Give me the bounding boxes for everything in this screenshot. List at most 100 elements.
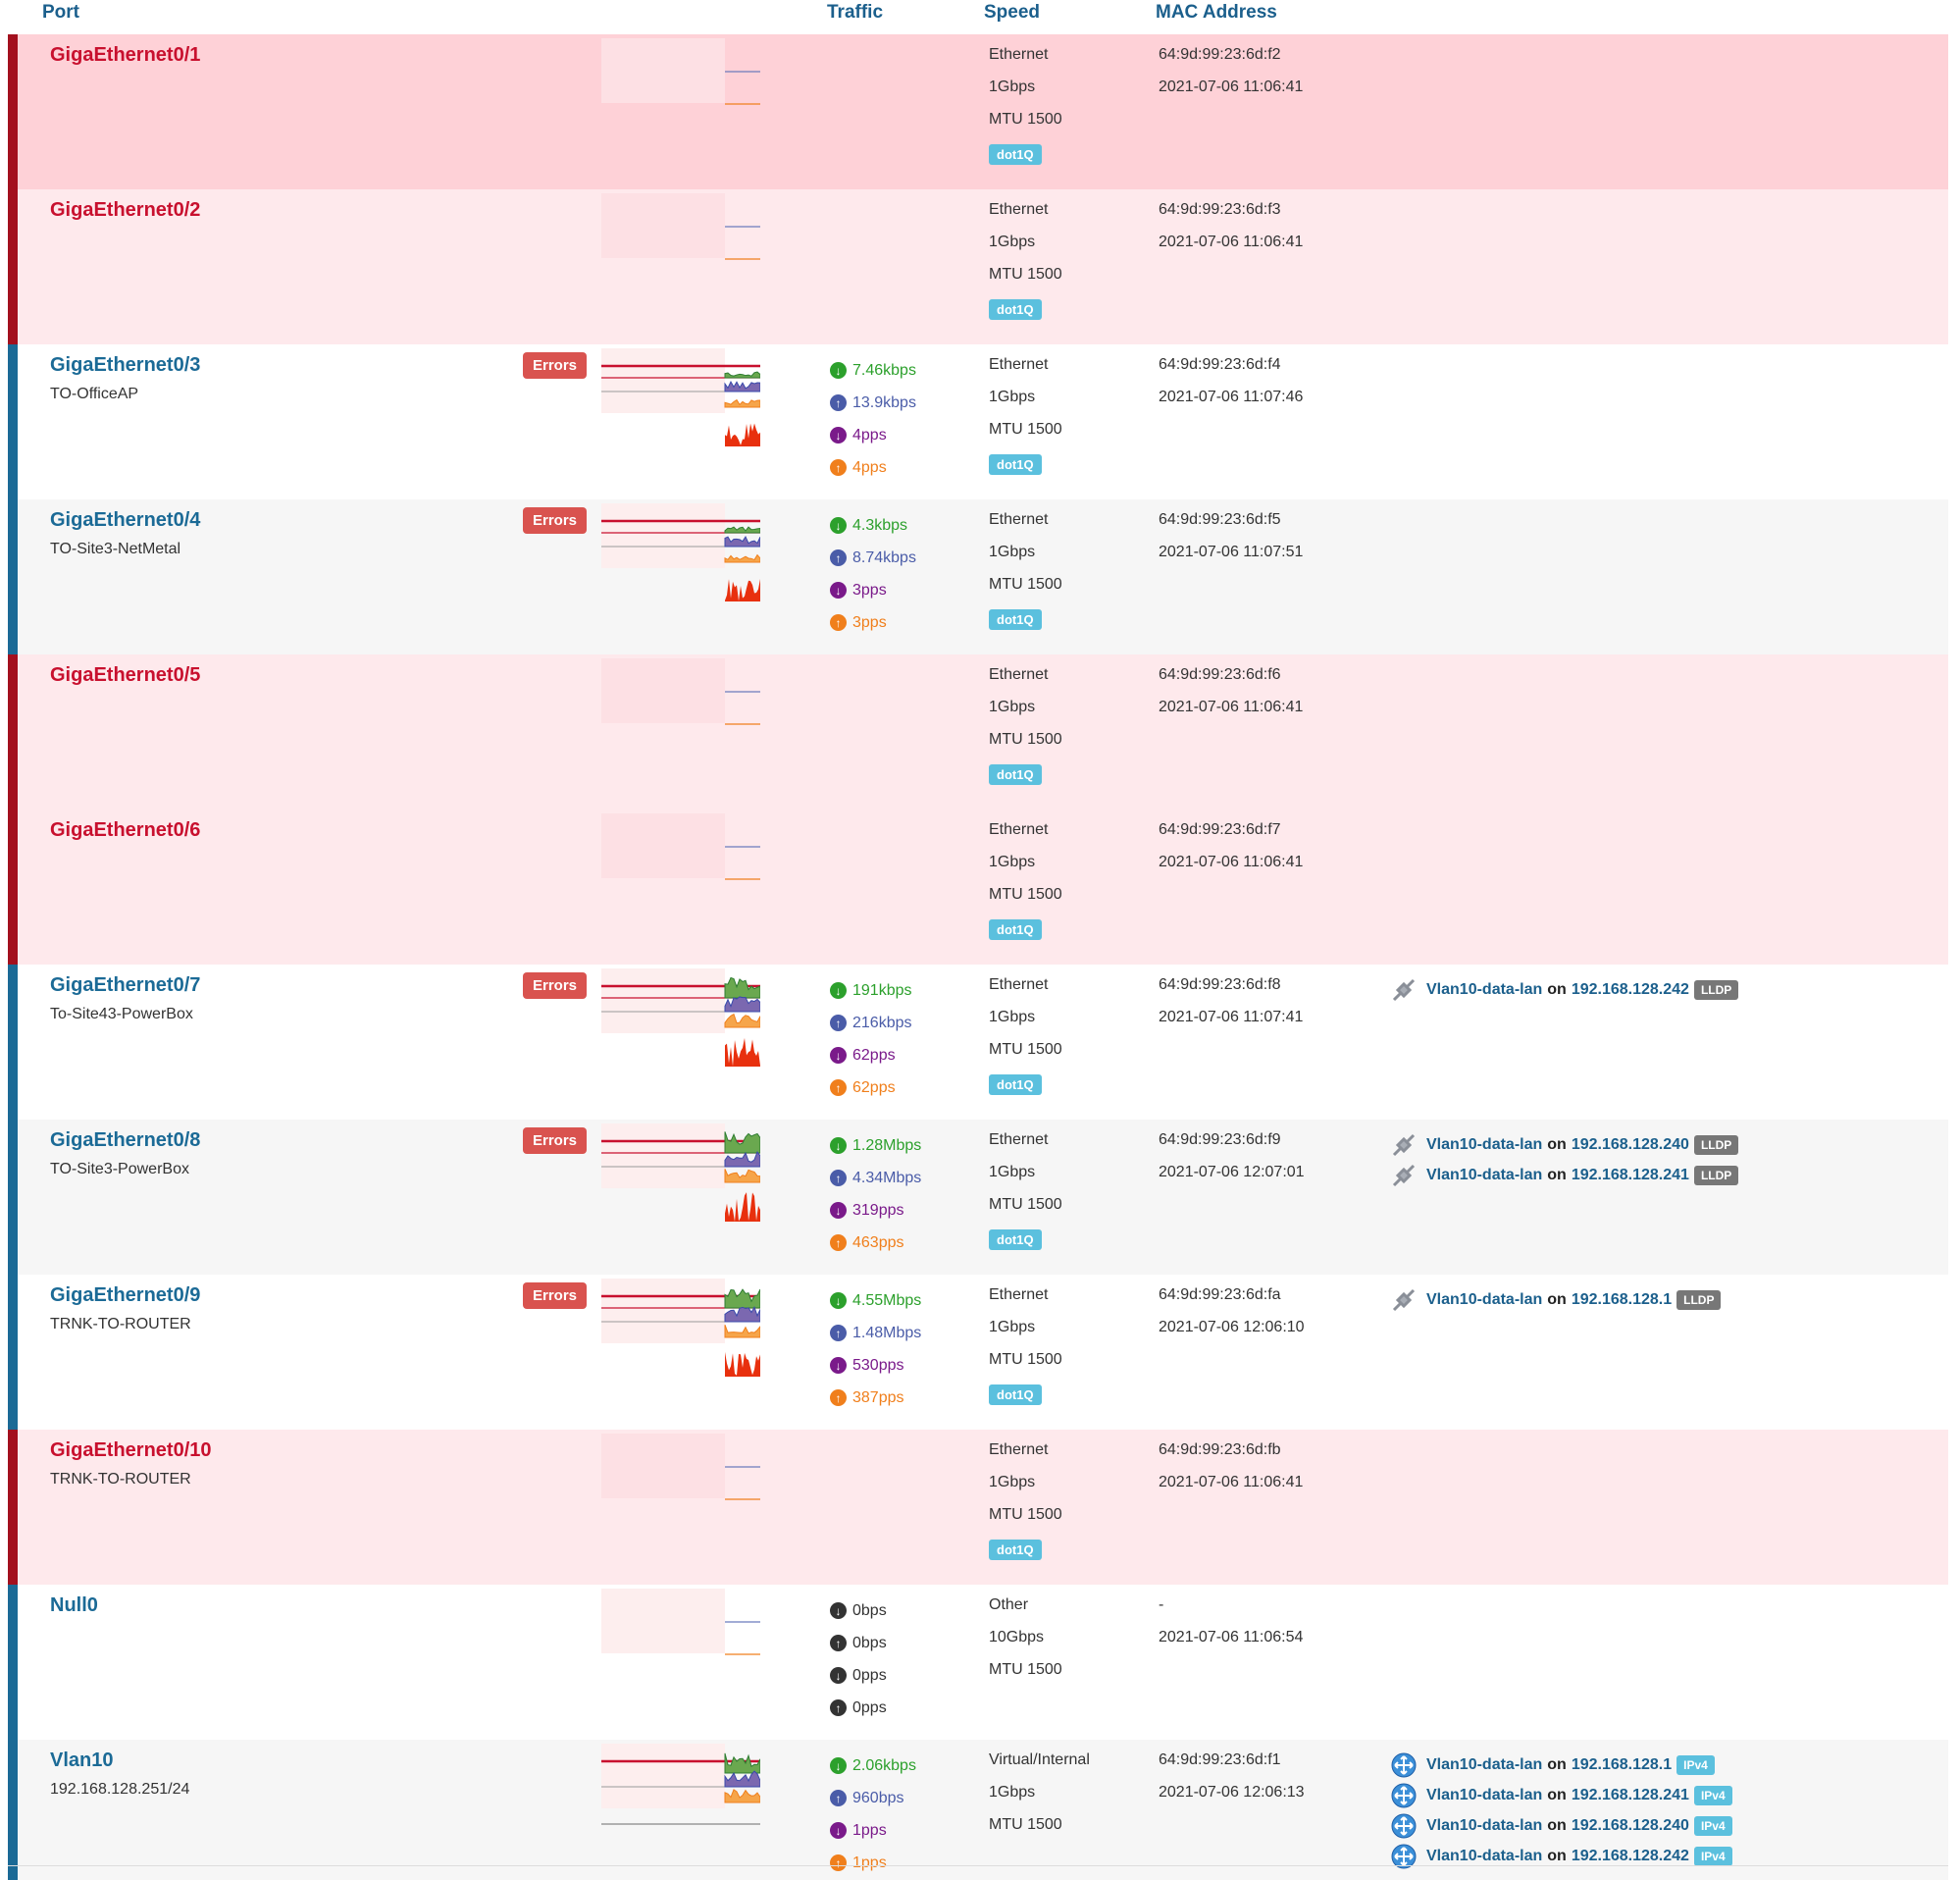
- traffic-stats: ↓ 4.3kbps ↑ 8.74kbps ↓ 3pps ↑ 3pps: [830, 509, 916, 639]
- traffic-sparkline[interactable]: [601, 658, 760, 757]
- neighbor-port-link[interactable]: Vlan10-data-lan: [1426, 1816, 1543, 1834]
- packets-out-value: 62pps: [852, 1078, 896, 1096]
- traffic-sparkline[interactable]: [601, 1589, 760, 1687]
- table-row[interactable]: GigaEthernet0/7 To-Site43-PowerBox Errors ↓…: [8, 965, 1948, 1120]
- neighbor-port-link[interactable]: Vlan10-data-lan: [1426, 980, 1543, 998]
- neighbor-device-link[interactable]: 192.168.128.1: [1571, 1290, 1673, 1308]
- neighbor-port-link[interactable]: Vlan10-data-lan: [1426, 1755, 1543, 1773]
- packets-out: ↑ 1pps: [830, 1847, 916, 1879]
- traffic-sparkline[interactable]: [601, 38, 760, 136]
- port-name-link[interactable]: Null0: [50, 1594, 98, 1616]
- arrow-down-circle-icon: ↓: [830, 1822, 847, 1839]
- port-name-link[interactable]: GigaEthernet0/7: [50, 974, 201, 996]
- neighbor-item[interactable]: Vlan10-data-lan on 192.168.128.240 LLDP: [1391, 1129, 1739, 1160]
- neighbor-device-link[interactable]: 192.168.128.1: [1571, 1755, 1673, 1773]
- port-description: TO-OfficeAP: [50, 386, 139, 402]
- traffic-sparkline[interactable]: [601, 1279, 760, 1377]
- port-name-link[interactable]: GigaEthernet0/10: [50, 1439, 212, 1461]
- port-name-link[interactable]: Vlan10: [50, 1749, 114, 1771]
- port-name-link[interactable]: GigaEthernet0/5: [50, 664, 201, 686]
- packets-out: ↑ 62pps: [830, 1071, 912, 1104]
- neighbor-item[interactable]: Vlan10-data-lan on 192.168.128.242 IPv4: [1391, 1841, 1732, 1871]
- traffic-sparkline[interactable]: [601, 1434, 760, 1532]
- neighbor-device-link[interactable]: 192.168.128.241: [1571, 1166, 1689, 1183]
- neighbor-on-text: on: [1547, 1135, 1567, 1153]
- mac-address: 64:9d:99:23:6d:f8: [1159, 976, 1281, 993]
- mtu-value: MTU 1500: [989, 1506, 1062, 1523]
- speed-info: Ethernet 1Gbps MTU 1500 dot1Q: [989, 354, 1062, 475]
- neighbor-device-link[interactable]: 192.168.128.241: [1571, 1786, 1689, 1803]
- traffic-sparkline[interactable]: [601, 193, 760, 291]
- port-name-link[interactable]: GigaEthernet0/3: [50, 354, 201, 376]
- link-speed: 1Gbps: [989, 1164, 1036, 1180]
- traffic-sparkline[interactable]: [601, 1744, 760, 1842]
- traffic-out: ↑ 960bps: [830, 1782, 916, 1814]
- header-speed[interactable]: Speed: [984, 2, 1041, 23]
- neighbor-item[interactable]: Vlan10-data-lan on 192.168.128.241 LLDP: [1391, 1160, 1739, 1190]
- last-changed: 2021-07-06 11:06:41: [1159, 78, 1304, 95]
- neighbor-device-link[interactable]: 192.168.128.240: [1571, 1816, 1689, 1834]
- errors-badge[interactable]: Errors: [523, 352, 588, 379]
- link-speed: 1Gbps: [989, 234, 1036, 250]
- arrow-up-circle-icon: ↑: [830, 1234, 847, 1251]
- neighbor-item[interactable]: Vlan10-data-lan on 192.168.128.242 LLDP: [1391, 974, 1739, 1005]
- neighbor-protocol-badge: LLDP: [1693, 1165, 1739, 1185]
- speed-info: Ethernet 1Gbps MTU 1500 dot1Q: [989, 664, 1062, 785]
- packets-out-value: 1pps: [852, 1854, 887, 1871]
- errors-badge[interactable]: Errors: [523, 507, 588, 534]
- neighbor-device-link[interactable]: 192.168.128.242: [1571, 980, 1689, 998]
- port-name-link[interactable]: GigaEthernet0/4: [50, 509, 201, 531]
- last-changed: 2021-07-06 12:07:01: [1159, 1164, 1305, 1180]
- media-type: Ethernet: [989, 201, 1049, 218]
- table-row[interactable]: GigaEthernet0/9 TRNK-TO-ROUTER Errors ↓ 4.55…: [8, 1275, 1948, 1430]
- port-name-link[interactable]: GigaEthernet0/1: [50, 44, 201, 66]
- neighbor-port-link[interactable]: Vlan10-data-lan: [1426, 1166, 1543, 1183]
- neighbor-port-link[interactable]: Vlan10-data-lan: [1426, 1847, 1543, 1864]
- table-row[interactable]: GigaEthernet0/4 TO-Site3-NetMetal Errors ↓ 4…: [8, 499, 1948, 654]
- port-name-link[interactable]: GigaEthernet0/6: [50, 819, 201, 841]
- neighbor-port-link[interactable]: Vlan10-data-lan: [1426, 1290, 1543, 1308]
- traffic-out-value: 216kbps: [852, 1014, 912, 1031]
- table-row[interactable]: GigaEthernet0/2 Ethernet 1Gbps MTU 1500 dot1…: [8, 189, 1948, 344]
- packets-out: ↑ 387pps: [830, 1382, 921, 1414]
- traffic-sparkline[interactable]: [601, 503, 760, 601]
- table-row[interactable]: GigaEthernet0/1 Ethernet 1Gbps MTU 1500 dot1…: [8, 34, 1948, 189]
- errors-badge[interactable]: Errors: [523, 972, 588, 999]
- neighbor-item[interactable]: Vlan10-data-lan on 192.168.128.241 IPv4: [1391, 1780, 1732, 1810]
- traffic-sparkline[interactable]: [601, 813, 760, 912]
- neighbor-item[interactable]: Vlan10-data-lan on 192.168.128.1 IPv4: [1391, 1749, 1732, 1780]
- neighbor-item[interactable]: Vlan10-data-lan on 192.168.128.1 LLDP: [1391, 1284, 1722, 1315]
- errors-badge[interactable]: Errors: [523, 1127, 588, 1154]
- sparkline-out-area: [724, 1305, 760, 1323]
- table-row[interactable]: GigaEthernet0/8 TO-Site3-PowerBox Errors ↓ 1…: [8, 1120, 1948, 1275]
- speed-info: Ethernet 1Gbps MTU 1500 dot1Q: [989, 974, 1062, 1095]
- table-row[interactable]: GigaEthernet0/5 Ethernet 1Gbps MTU 1500 dot1…: [8, 654, 1948, 809]
- sparkline-error-area: [725, 1192, 760, 1222]
- traffic-sparkline[interactable]: [601, 968, 760, 1067]
- vlan-tag-badge: dot1Q: [989, 144, 1042, 165]
- port-name-link[interactable]: GigaEthernet0/2: [50, 199, 201, 221]
- ethernet-plug-icon: [1392, 1164, 1416, 1186]
- table-row[interactable]: GigaEthernet0/3 TO-OfficeAP Errors ↓ 7.46kbp…: [8, 344, 1948, 499]
- neighbor-port-link[interactable]: Vlan10-data-lan: [1426, 1135, 1543, 1153]
- port-name-link[interactable]: GigaEthernet0/9: [50, 1284, 201, 1306]
- table-row[interactable]: GigaEthernet0/10 TRNK-TO-ROUTER Ethernet 1G…: [8, 1430, 1948, 1585]
- table-row[interactable]: Null0 ↓ 0bps ↑ 0bps ↓ 0pps ↑ 0pps Other 10Gbps MTU …: [8, 1585, 1948, 1740]
- table-row[interactable]: GigaEthernet0/6 Ethernet 1Gbps MTU 1500 dot1…: [8, 809, 1948, 965]
- errors-badge[interactable]: Errors: [523, 1282, 588, 1309]
- neighbor-device-link[interactable]: 192.168.128.240: [1571, 1135, 1689, 1153]
- neighbor-port-link[interactable]: Vlan10-data-lan: [1426, 1786, 1543, 1803]
- traffic-sparkline[interactable]: [601, 348, 760, 446]
- header-mac[interactable]: MAC Address: [1156, 2, 1277, 23]
- traffic-sparkline[interactable]: [601, 1123, 760, 1222]
- neighbor-device-link[interactable]: 192.168.128.242: [1571, 1847, 1689, 1864]
- neighbor-item[interactable]: Vlan10-data-lan on 192.168.128.240 IPv4: [1391, 1810, 1732, 1841]
- port-name-link[interactable]: GigaEthernet0/8: [50, 1129, 201, 1151]
- mac-address: 64:9d:99:23:6d:f5: [1159, 511, 1281, 528]
- link-speed: 1Gbps: [989, 544, 1036, 560]
- mac-info: 64:9d:99:23:6d:f6 2021-07-06 11:06:41: [1159, 664, 1303, 729]
- header-port[interactable]: Port: [42, 2, 79, 23]
- table-row[interactable]: Vlan10 192.168.128.251/24 ↓ 2.06kbps ↑ 960bps…: [8, 1740, 1948, 1880]
- link-speed: 1Gbps: [989, 854, 1036, 870]
- header-traffic[interactable]: Traffic: [827, 2, 884, 23]
